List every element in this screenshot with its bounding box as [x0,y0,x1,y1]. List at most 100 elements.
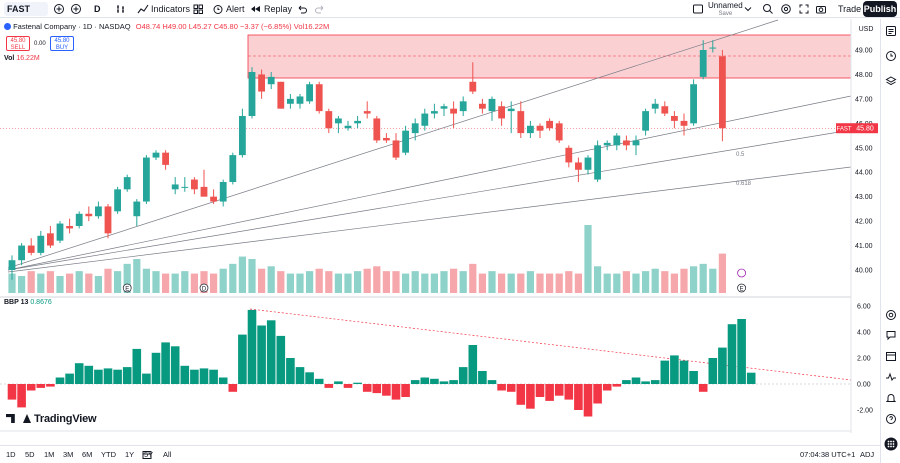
symbol-search[interactable]: FAST [4,2,48,16]
interval-select[interactable]: D [94,4,101,14]
chat-icon[interactable] [885,329,897,341]
bbp-bar [151,352,161,384]
volume-bar [27,271,35,293]
apps-grid-icon[interactable] [884,437,898,451]
target-icon[interactable] [885,309,897,321]
bbp-bar [708,358,718,384]
event-marker-circle [122,283,132,293]
alert-clock-icon[interactable] [212,3,224,15]
candles [8,40,726,280]
plus-icon[interactable] [70,3,82,15]
buy-price: 45.80 [54,38,70,44]
layers-icon[interactable] [885,75,897,87]
layout-name[interactable]: Unnamed Save [708,1,743,17]
bbp-bar [276,335,286,384]
bbp-bar [439,381,449,384]
range-button-all[interactable]: All [163,450,172,459]
candle-body [325,111,333,129]
event-marker-label: E [125,287,129,293]
candle-body [488,98,496,112]
range-button-1d[interactable]: 1D [6,450,16,459]
bbp-tick: 6.00 [857,304,871,311]
bbp-bar [506,384,516,392]
volume-legend[interactable]: Vol 16.22M [4,55,40,62]
last-price-tag [852,123,878,134]
add-compare-icon[interactable] [53,3,65,15]
volume-bar [709,268,717,293]
candle-body [344,125,352,129]
bbp-bar [324,384,334,388]
range-button-3m[interactable]: 3M [63,450,74,459]
volume-bar [94,276,102,293]
undo-icon[interactable] [296,3,308,15]
replay-button[interactable]: Replay [264,4,293,14]
camera-icon[interactable] [815,3,827,15]
search-icon[interactable] [762,3,774,15]
adj-toggle[interactable]: ADJ [860,450,875,459]
settings-icon[interactable] [780,3,792,15]
range-button-5d[interactable]: 5D [25,450,35,459]
help-icon[interactable] [885,413,897,425]
volume-bar [181,271,189,293]
price-tick: 42.00 [855,219,873,226]
bbp-legend[interactable]: BBP 13 0.8676 [4,299,52,306]
range-button-ytd[interactable]: YTD [101,450,116,459]
candle-body [56,223,64,241]
sell-label: SELL [10,44,26,51]
volume-bar [277,271,285,293]
range-button-1m[interactable]: 1M [44,450,55,459]
bbp-bar [679,360,689,384]
range-button-6m[interactable]: 6M [82,450,93,459]
templates-icon[interactable] [192,3,204,15]
bbp-bar [142,373,151,384]
bbp-bar [286,358,295,384]
volume-bar [267,266,275,293]
indicators-icon[interactable] [137,3,149,15]
range-button-1y[interactable]: 1Y [125,450,135,459]
volume-bar [325,271,333,293]
watchlist-icon[interactable] [885,25,897,37]
bbp-value: 0.8676 [30,299,52,306]
sell-button[interactable]: 45.80 SELL [6,36,30,51]
candle-body [536,125,544,131]
calendar-icon[interactable] [885,350,897,362]
candle-body [546,120,553,129]
bbp-bar [305,372,314,384]
trend-line-mid [7,95,852,271]
bbp-bar [84,365,94,384]
symbol-title[interactable]: Fastenal Company · 1D · NASDAQ [13,22,131,31]
candle-body [450,108,457,114]
buy-button[interactable]: 45.80 BUY [50,36,74,51]
alert-button[interactable]: Alert [226,4,245,14]
volume-bar [85,273,93,293]
axes: USD49.0048.0047.0046.0045.0044.0043.0042… [836,26,878,415]
layout-icon[interactable] [692,3,704,15]
bell-icon[interactable] [885,392,897,404]
bbp-bar [458,367,468,384]
trade-button[interactable]: Trade [838,4,862,14]
publish-button[interactable]: Publish [863,1,897,17]
volume-bar [238,256,246,293]
alerts-clock-icon[interactable] [885,50,897,62]
indicators-button[interactable]: Indicators [151,4,191,14]
bbp-tick: -2.00 [857,408,873,415]
chart-canvas[interactable]: 0.50.618 USD49.0048.0047.0046.0045.0044.… [0,19,880,433]
fullscreen-icon[interactable] [798,3,810,15]
volume-bar [584,225,592,293]
volume-bar [315,268,323,293]
candle-body [517,111,525,134]
chevron-down-icon[interactable] [742,3,754,15]
bbp-bar [545,384,554,401]
right-sidebar [880,19,900,463]
bbp-bar [266,320,276,384]
bbp-bar [583,384,593,417]
clock[interactable]: 07:04:38 UTC+1 [800,450,856,459]
volume-bar [718,253,726,293]
date-range-calendar-icon[interactable] [142,450,152,460]
replay-icon[interactable] [250,3,262,15]
candle-body [584,157,592,170]
pulse-icon[interactable] [885,371,897,383]
candle-body [459,101,467,112]
redo-icon[interactable] [314,3,326,15]
bar-style-icon[interactable] [115,3,127,15]
